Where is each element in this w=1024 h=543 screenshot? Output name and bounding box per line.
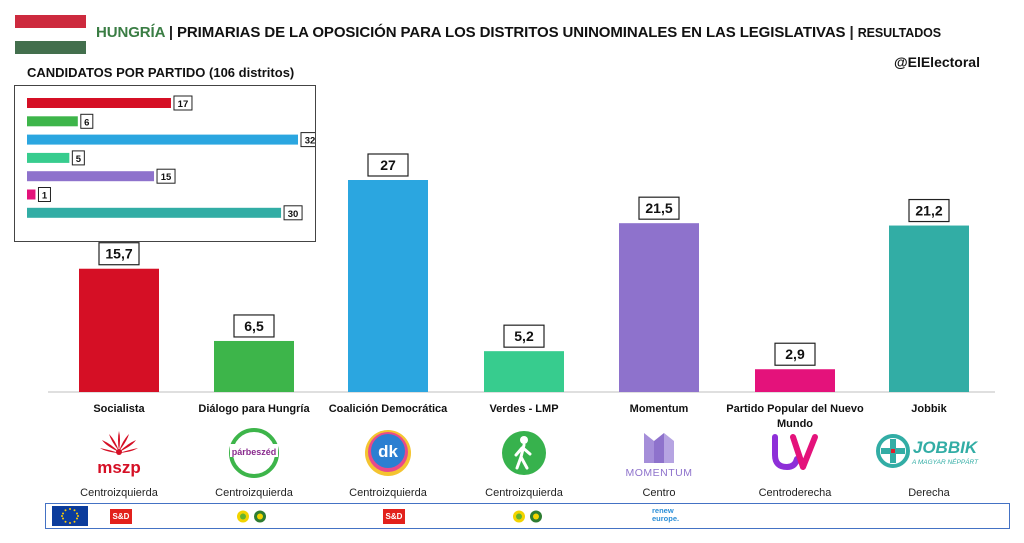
greens-efa-group-icon xyxy=(234,508,268,525)
greens-efa-group-icon xyxy=(510,508,544,525)
title-country: HUNGRÍA xyxy=(96,24,165,41)
flag-stripe-white xyxy=(15,28,86,41)
inset-data-label: 6 xyxy=(84,117,89,128)
page-title: HUNGRÍA | PRIMARIAS DE LA OPOSICIÓN PARA… xyxy=(96,24,941,41)
data-label: 5,2 xyxy=(514,328,534,344)
data-label: 21,5 xyxy=(645,200,672,216)
party-name: Momentum xyxy=(629,403,689,415)
party-name: Partido Popular del Nuevo Mundo xyxy=(726,403,864,430)
inset-label-box xyxy=(71,150,85,166)
jobbik-logo-subtext: A MAGYAR NÉPPÁRT xyxy=(911,457,979,466)
inset-data-label: 30 xyxy=(288,209,299,220)
data-label-box xyxy=(367,153,409,177)
inset-label-box xyxy=(156,168,176,184)
renew-europe-group-icon: renew europe. xyxy=(652,506,680,523)
party-name: Jobbik xyxy=(911,403,947,415)
data-label: 27 xyxy=(380,157,396,173)
party-name: Verdes - LMP xyxy=(489,403,559,415)
title-separator: | xyxy=(168,24,173,41)
data-label-box xyxy=(98,242,140,266)
inset-bar xyxy=(27,207,282,218)
party-ideology: Centroizquierda xyxy=(80,487,158,499)
data-label: 2,9 xyxy=(785,346,805,362)
party-name: Coalición Democrática xyxy=(328,403,448,415)
bar xyxy=(889,225,969,392)
inset-data-label: 5 xyxy=(76,154,82,165)
bar xyxy=(348,180,428,392)
title-results: RESULTADOS xyxy=(857,26,941,40)
parbeszed-logo-icon: párbeszéd xyxy=(209,427,299,479)
mszp-logo-icon: mszp xyxy=(74,427,164,479)
dk-logo-icon: dk xyxy=(343,427,433,479)
inset-bar xyxy=(27,189,36,200)
momentum-logo-text: MOMENTUM xyxy=(626,467,693,479)
sd-group-icon: S&D xyxy=(110,509,132,524)
bar xyxy=(214,340,294,392)
inset-bar xyxy=(27,171,155,182)
inset-label-box xyxy=(80,113,94,129)
inset-data-label: 1 xyxy=(42,191,48,202)
inset-label-box xyxy=(283,205,303,221)
party-ideology: Centroizquierda xyxy=(215,487,293,499)
party-ideology: Centroderecha xyxy=(758,487,832,499)
party-ideology: Centroizquierda xyxy=(349,487,427,499)
bar xyxy=(619,223,699,392)
inset-label-box xyxy=(173,95,193,111)
eu-group-bar: S&D S&D renew europe. xyxy=(45,503,1010,529)
data-label: 6,5 xyxy=(244,318,264,334)
party-ideology: Centroizquierda xyxy=(485,487,563,499)
inset-label-box xyxy=(37,187,51,202)
mszp-logo-text: mszp xyxy=(97,458,140,477)
eu-flag-icon xyxy=(52,506,88,526)
data-label-box xyxy=(908,198,950,223)
flag-stripe-green xyxy=(15,41,86,54)
title-main: PRIMARIAS DE LA OPOSICIÓN PARA LOS DISTR… xyxy=(177,24,846,41)
party-ideology: Derecha xyxy=(908,487,950,499)
inset-data-label: 15 xyxy=(161,172,172,183)
sd-group-icon: S&D xyxy=(383,509,405,524)
inset-bar xyxy=(27,152,70,163)
data-label-box xyxy=(233,314,275,338)
jobbik-logo-text: JOBBIK xyxy=(913,438,979,457)
inset-title: CANDIDATOS POR PARTIDO (106 distritos) xyxy=(27,65,295,80)
dk-logo-text: dk xyxy=(378,442,398,461)
party-name: Socialista xyxy=(93,403,145,415)
data-label: 15,7 xyxy=(105,246,132,262)
bar xyxy=(484,351,564,392)
uv-logo-icon xyxy=(750,427,840,479)
inset-chart-box: 17 6 32 5 15 1 30 xyxy=(14,85,320,242)
inset-chart: 17 6 32 5 15 1 30 xyxy=(27,95,320,221)
inset-data-label: 17 xyxy=(178,99,189,110)
inset-data-label: 32 xyxy=(305,136,315,147)
momentum-logo-icon: MOMENTUM xyxy=(614,427,704,479)
hungary-flag-icon xyxy=(15,15,86,54)
lmp-walker-logo-icon xyxy=(479,427,569,479)
title-separator-2: | xyxy=(849,24,854,41)
twitter-handle: @ElElectoral xyxy=(893,54,980,70)
data-label-box xyxy=(774,342,816,366)
data-label-box xyxy=(638,196,680,220)
data-label: 21,2 xyxy=(915,203,942,219)
jobbik-logo-icon: JOBBIK A MAGYAR NÉPPÁRT xyxy=(873,427,988,479)
bar xyxy=(755,369,835,392)
party-name: Diálogo para Hungría xyxy=(198,403,310,415)
party-ideology: Centro xyxy=(642,487,676,499)
inset-bar xyxy=(27,98,171,108)
bar xyxy=(79,268,159,392)
inset-bar xyxy=(27,134,298,145)
data-label-box xyxy=(503,324,545,348)
inset-bar xyxy=(27,116,78,127)
flag-stripe-red xyxy=(15,15,86,28)
parbeszed-logo-text: párbeszéd xyxy=(232,447,277,457)
